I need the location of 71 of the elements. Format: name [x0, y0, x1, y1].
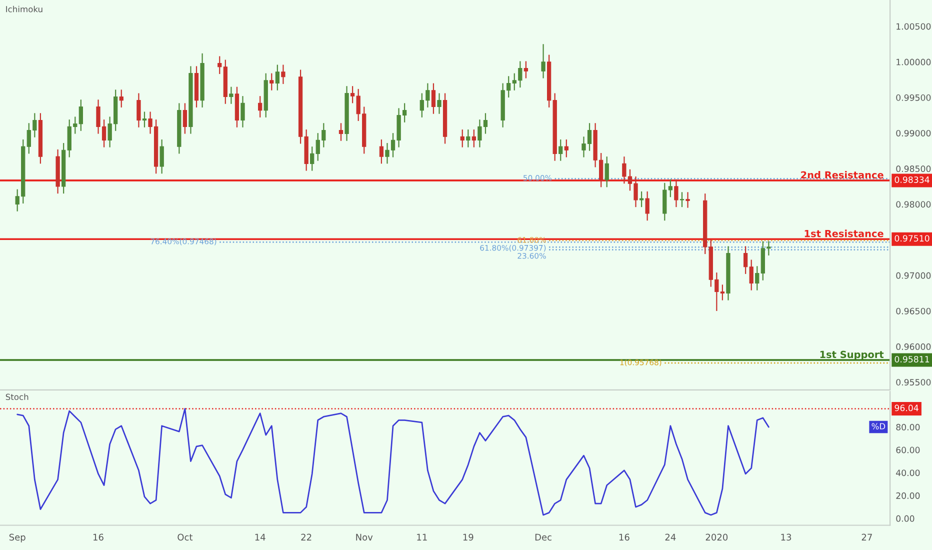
x-tick-label: Nov	[356, 534, 373, 541]
candlestick	[218, 56, 222, 75]
candlestick	[460, 128, 464, 148]
y-tick-label: 0.96500	[896, 308, 931, 314]
y-tick-label: 0.98500	[896, 166, 931, 172]
y-tick-label: 60.00	[896, 446, 920, 454]
chart-title: Stoch	[6, 394, 28, 400]
candlestick	[119, 89, 124, 108]
x-tick-label: Oct	[178, 534, 193, 541]
x-tick-label: 11	[417, 534, 427, 540]
candlestick	[275, 64, 280, 91]
y-tick-label: 1.00500	[896, 23, 931, 30]
candlestick	[270, 72, 274, 91]
ref-line-label: 1st Resistance	[804, 230, 884, 238]
candlestick	[258, 96, 262, 118]
x-tick-label: 2020	[706, 534, 728, 541]
candlestick	[755, 266, 760, 291]
x-tick-label: 16	[619, 534, 630, 541]
y-tick-label: 0.99500	[896, 94, 931, 101]
candlestick	[541, 44, 546, 79]
x-tick-label: 14	[255, 534, 266, 540]
candlestick	[680, 192, 684, 208]
y-tick-label: 0.98000	[896, 201, 931, 208]
text: %D	[872, 423, 886, 430]
candlestick	[524, 60, 528, 79]
annotation: 0.98334	[894, 176, 930, 183]
y-tick-label: 0.99000	[896, 130, 931, 136]
candlestick	[281, 64, 286, 85]
ref-line-label: 2nd Resistance	[801, 171, 884, 179]
annotation: 0.95811	[894, 356, 930, 362]
candlestick	[645, 190, 650, 222]
candlestick	[437, 92, 442, 114]
candlestick	[338, 122, 344, 142]
x-tick-label: 16	[94, 534, 104, 541]
candlestick	[558, 138, 563, 162]
candlestick	[431, 82, 436, 114]
candlestick	[182, 102, 188, 134]
candlestick	[240, 96, 245, 128]
candlestick	[686, 192, 690, 208]
y-tick-label: 1.00000	[896, 58, 931, 66]
y-tick-label: 0.95500	[896, 379, 931, 386]
annotation: 96.04	[894, 404, 918, 412]
x-tick-label: 24	[665, 534, 676, 540]
y-tick-label: 0.00	[896, 515, 914, 522]
candlestick	[229, 86, 234, 104]
candlestick	[310, 146, 314, 172]
candlestick	[639, 190, 644, 208]
x-tick-label: 27	[862, 534, 872, 540]
y-tick-label: 0.96000	[896, 343, 931, 350]
y-tick-label: 20.00	[896, 492, 920, 499]
text: Ichimoku	[6, 6, 42, 12]
y-tick-label: 80.00	[896, 424, 920, 430]
candlestick	[604, 156, 609, 188]
candlestick	[160, 138, 164, 174]
candlestick	[379, 138, 384, 164]
candlestick	[674, 178, 678, 208]
ref-line-label: 1st Support	[820, 350, 884, 360]
x-tick-label: 22	[301, 534, 312, 540]
candlestick	[472, 128, 476, 148]
candlestick	[136, 92, 141, 128]
annotation: 0.97510	[894, 235, 930, 242]
candlestick	[466, 128, 470, 148]
x-tick-label: 19	[463, 534, 474, 541]
x-tick-label: 13	[781, 534, 792, 541]
candlestick	[564, 138, 568, 158]
candlestick	[142, 111, 147, 128]
x-tick-label: Sep	[9, 534, 26, 542]
line-series	[16, 408, 770, 516]
x-tick-label: Dec	[535, 534, 552, 541]
y-tick-label: 40.00	[896, 470, 920, 476]
y-tick-label: 0.97000	[896, 272, 931, 279]
